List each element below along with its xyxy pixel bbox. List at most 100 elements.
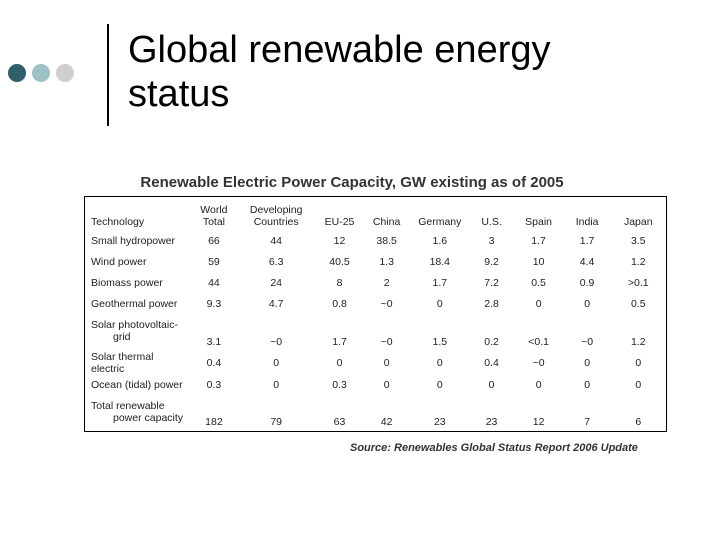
table-cell: 8 bbox=[336, 277, 343, 289]
header-eu25: EU-25 bbox=[324, 215, 355, 228]
table-cell: 42 bbox=[380, 416, 393, 428]
table-cell: 1.7 bbox=[579, 235, 595, 247]
table-cell: 0.5 bbox=[630, 298, 646, 310]
table-row: Biomass power 44 24 8 2 1.7 7.2 0.5 0.9 >0.1 bbox=[85, 273, 667, 294]
table-cell: 1.7 bbox=[531, 235, 546, 247]
row-label: Small hydropower bbox=[85, 231, 192, 252]
source-note: Source: Renewables Global Status Report … bbox=[350, 442, 638, 454]
table-cell: 0 bbox=[436, 379, 443, 391]
row-label: Wind power bbox=[85, 252, 192, 273]
table-cell: 40.5 bbox=[329, 256, 350, 268]
table-cell: 2 bbox=[383, 277, 390, 289]
table-cell: 0 bbox=[336, 356, 343, 369]
row-label-line: Biomass power bbox=[91, 277, 163, 289]
table-row: Solar thermal electric 0.4 0 0 0 0 0.4 ~0 0 0 bbox=[85, 351, 667, 375]
table-row: Small hydropower 66 44 12 38.5 1.6 3 1.7 1.7 3.5 bbox=[85, 231, 667, 252]
table-cell: 3 bbox=[488, 235, 495, 247]
table-cell: 59 bbox=[208, 256, 220, 268]
table-cell: 7 bbox=[584, 416, 591, 428]
row-label: Geothermal power bbox=[85, 294, 192, 315]
capacity-table: Technology World Total Developing Countr… bbox=[84, 196, 667, 432]
table-cell: 9.3 bbox=[206, 298, 222, 310]
table-cell: 0.4 bbox=[484, 356, 499, 369]
row-label: Solar thermal electric bbox=[85, 351, 192, 375]
header-world-total: World Total bbox=[191, 197, 236, 231]
table-cell: 2.8 bbox=[484, 298, 499, 310]
table-row: Total renewable power capacity 182 79 63 42 23… bbox=[85, 396, 667, 432]
table-cell: 10 bbox=[532, 256, 545, 268]
header-japan: Japan bbox=[623, 215, 653, 228]
header-india: India bbox=[575, 215, 599, 228]
table-cell: 12 bbox=[532, 416, 545, 428]
table-cell: 23 bbox=[485, 416, 498, 428]
table-cell: 1.6 bbox=[432, 235, 448, 247]
slide-title: Global renewable energy status bbox=[128, 28, 688, 116]
table-cell: 0 bbox=[584, 356, 591, 369]
row-label-line: Ocean (tidal) power bbox=[91, 379, 183, 391]
table-cell: 3.1 bbox=[206, 335, 222, 348]
row-label-line: grid bbox=[113, 331, 131, 343]
header-developing-line2: Countries bbox=[253, 215, 299, 228]
table-cell: 182 bbox=[205, 416, 223, 428]
row-label-line: Small hydropower bbox=[91, 235, 176, 247]
table-caption: Renewable Electric Power Capacity, GW ex… bbox=[140, 174, 564, 191]
table-cell: 1.7 bbox=[432, 277, 448, 289]
table-cell: 1.2 bbox=[630, 335, 646, 348]
table-cell: 0 bbox=[488, 379, 495, 391]
table-cell: 1.3 bbox=[379, 256, 394, 268]
row-label-line: Wind power bbox=[91, 256, 147, 268]
table-cell: 18.4 bbox=[429, 256, 451, 268]
title-divider bbox=[107, 24, 109, 126]
header-china: China bbox=[372, 215, 401, 228]
table-row: Solar photovoltaic-grid 3.1 ~0 1.7 ~0 1.5 0.2 <… bbox=[85, 315, 667, 351]
header-developing-line1: Developing bbox=[249, 203, 303, 216]
table-cell: 1.2 bbox=[630, 256, 646, 268]
table-cell: 1.7 bbox=[332, 335, 347, 348]
table-cell: 12 bbox=[333, 235, 346, 247]
row-label: Total renewable power capacity bbox=[85, 396, 192, 432]
table-cell: 0 bbox=[383, 356, 390, 369]
table-cell: 7.2 bbox=[484, 277, 499, 289]
header-developing: Developing Countries bbox=[236, 197, 315, 231]
table-cell: 0 bbox=[273, 379, 280, 391]
dot-dark bbox=[8, 64, 26, 82]
table-cell: 0.4 bbox=[206, 356, 222, 369]
header-us: U.S. bbox=[481, 215, 502, 228]
table-cell: 79 bbox=[270, 416, 282, 428]
dot-light bbox=[32, 64, 50, 82]
table-cell: 0 bbox=[635, 379, 642, 391]
table-cell: 6.3 bbox=[268, 256, 284, 268]
header-world-total-line1: World bbox=[200, 203, 228, 216]
table-cell: 23 bbox=[433, 416, 446, 428]
row-label-line: power capacity bbox=[113, 411, 184, 424]
row-label-line: Total renewable bbox=[91, 399, 165, 412]
table-cell: 4.7 bbox=[268, 298, 284, 310]
table-cell: 0 bbox=[436, 356, 443, 369]
table-row: Wind power 59 6.3 40.5 1.3 18.4 9.2 10 4.4 1.2 bbox=[85, 252, 667, 273]
table-cell: 0.9 bbox=[579, 277, 595, 289]
header-spain: Spain bbox=[525, 215, 553, 228]
dot-gray bbox=[56, 64, 74, 82]
table-cell: 0 bbox=[383, 379, 390, 391]
header-technology: Technology bbox=[91, 215, 145, 228]
table-cell: <0.1 bbox=[528, 335, 549, 348]
slide-title-line1: Global renewable energy bbox=[128, 29, 551, 71]
table-cell: 0.3 bbox=[206, 379, 222, 391]
row-label: Solar photovoltaic-grid bbox=[85, 315, 192, 351]
table-cell: 44 bbox=[270, 235, 282, 247]
header-world-total-line2: Total bbox=[202, 215, 225, 228]
table-cell: ~0 bbox=[270, 335, 283, 348]
table-cell: 0.8 bbox=[332, 298, 347, 310]
row-label: Biomass power bbox=[85, 273, 192, 294]
table-cell: ~0 bbox=[380, 298, 393, 310]
table-cell: 0 bbox=[584, 298, 591, 310]
table-cell: 0 bbox=[584, 379, 591, 391]
header-germany: Germany bbox=[418, 215, 462, 228]
slide-title-line2: status bbox=[128, 73, 230, 115]
row-label: Ocean (tidal) power bbox=[85, 375, 192, 396]
table-cell: 0 bbox=[635, 356, 642, 369]
table-cell: 24 bbox=[270, 277, 282, 289]
table-cell: >0.1 bbox=[627, 277, 649, 289]
table-cell: 0 bbox=[535, 379, 542, 391]
table-cell: 0 bbox=[436, 298, 443, 310]
